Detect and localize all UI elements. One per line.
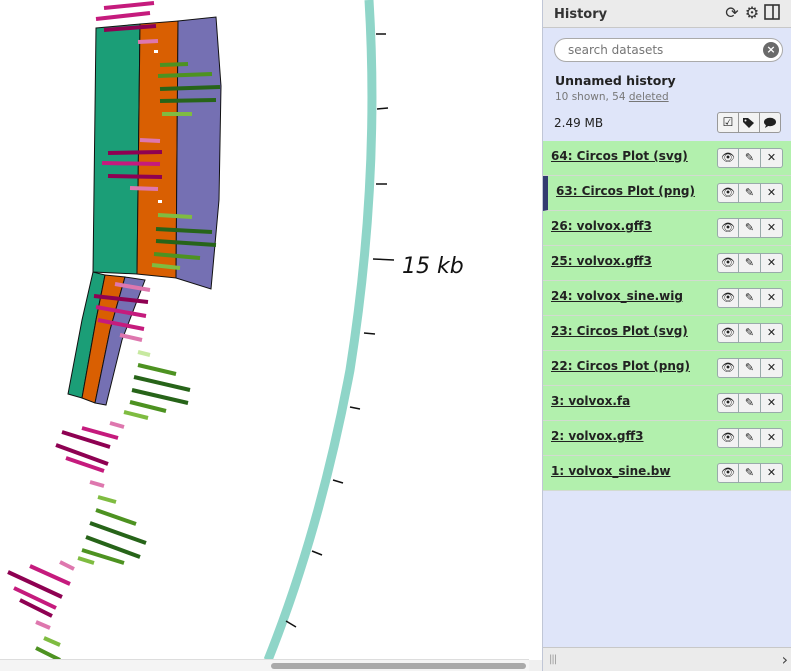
- history-panel-footer: ||| ›: [543, 647, 791, 671]
- drag-handle-icon[interactable]: |||: [549, 654, 557, 665]
- close-icon[interactable]: ✕: [761, 463, 783, 483]
- dataset-item[interactable]: 24: volvox_sine.wig 👁 ✎ ✕: [543, 281, 791, 316]
- dataset-title[interactable]: 24: volvox_sine.wig: [551, 289, 683, 303]
- dataset-title[interactable]: 25: volvox.gff3: [551, 254, 652, 268]
- dataset-item[interactable]: 64: Circos Plot (svg) 👁 ✎ ✕: [543, 141, 791, 176]
- dataset-item[interactable]: 22: Circos Plot (png) 👁 ✎ ✕: [543, 351, 791, 386]
- pencil-icon[interactable]: ✎: [739, 288, 761, 308]
- dataset-item[interactable]: 23: Circos Plot (svg) 👁 ✎ ✕: [543, 316, 791, 351]
- eye-icon[interactable]: 👁: [717, 428, 739, 448]
- deleted-link[interactable]: deleted: [628, 91, 669, 103]
- columns-icon[interactable]: [763, 4, 781, 22]
- horizontal-scrollbar[interactable]: [0, 659, 529, 671]
- track-green: [35, 62, 221, 660]
- shown-count-text: 10 shown, 54: [555, 91, 629, 103]
- eye-icon[interactable]: 👁: [717, 218, 739, 238]
- tick-label: 15 kb: [402, 254, 464, 279]
- dataset-title[interactable]: 1: volvox_sine.bw: [551, 464, 671, 478]
- close-icon[interactable]: ✕: [761, 253, 783, 273]
- dataset-item-current[interactable]: 63: Circos Plot (png) 👁 ✎ ✕: [543, 176, 791, 211]
- search-box: ×: [554, 38, 783, 62]
- eye-icon[interactable]: 👁: [717, 183, 739, 203]
- track-markers: [148, 50, 162, 279]
- close-icon[interactable]: ✕: [761, 148, 783, 168]
- dataset-item[interactable]: 26: volvox.gff3 👁 ✎ ✕: [543, 211, 791, 246]
- dataset-title[interactable]: 22: Circos Plot (png): [551, 359, 690, 373]
- eye-icon[interactable]: 👁: [717, 148, 739, 168]
- history-counts: 10 shown, 54 deleted: [555, 91, 669, 103]
- tick-marks: [285, 33, 395, 628]
- circos-plot: 15 kb: [7, 0, 464, 660]
- pencil-icon[interactable]: ✎: [739, 463, 761, 483]
- comment-icon[interactable]: [759, 112, 781, 133]
- close-icon[interactable]: ✕: [761, 323, 783, 343]
- pencil-icon[interactable]: ✎: [739, 393, 761, 413]
- history-panel-header: History ⟳ ⚙: [543, 0, 791, 28]
- close-icon[interactable]: ✕: [761, 288, 783, 308]
- dataset-item[interactable]: 25: volvox.gff3 👁 ✎ ✕: [543, 246, 791, 281]
- dataset-item[interactable]: 3: volvox.fa 👁 ✎ ✕: [543, 386, 791, 421]
- horizontal-scroll-thumb[interactable]: [271, 663, 526, 669]
- pencil-icon[interactable]: ✎: [739, 358, 761, 378]
- eye-icon[interactable]: 👁: [717, 358, 739, 378]
- dataset-title[interactable]: 63: Circos Plot (png): [556, 184, 695, 198]
- pencil-icon[interactable]: ✎: [739, 428, 761, 448]
- dataset-list: 64: Circos Plot (svg) 👁 ✎ ✕ 63: Circos Plo…: [543, 141, 791, 491]
- eye-icon[interactable]: 👁: [717, 463, 739, 483]
- dataset-title[interactable]: 64: Circos Plot (svg): [551, 149, 688, 163]
- eye-icon[interactable]: 👁: [717, 288, 739, 308]
- refresh-icon[interactable]: ⟳: [725, 3, 739, 22]
- close-icon[interactable]: ✕: [761, 428, 783, 448]
- close-icon[interactable]: ✕: [761, 183, 783, 203]
- pencil-icon[interactable]: ✎: [739, 253, 761, 273]
- eye-icon[interactable]: 👁: [717, 323, 739, 343]
- close-icon[interactable]: ✕: [761, 218, 783, 238]
- track-magenta: [7, 1, 163, 630]
- dataset-title[interactable]: 26: volvox.gff3: [551, 219, 652, 233]
- center-panel: 15 kb: [0, 0, 529, 671]
- close-icon[interactable]: ✕: [761, 358, 783, 378]
- dataset-title[interactable]: 23: Circos Plot (svg): [551, 324, 688, 338]
- search-datasets-input[interactable]: [568, 42, 758, 58]
- checkbox-icon[interactable]: ☑: [717, 112, 739, 133]
- dataset-title[interactable]: 3: volvox.fa: [551, 394, 631, 408]
- eye-icon[interactable]: 👁: [717, 393, 739, 413]
- highlight-block-lower: [67, 271, 146, 406]
- ideogram-band: [263, 0, 377, 660]
- history-size: 2.49 MB: [554, 116, 604, 130]
- dataset-item[interactable]: 2: volvox.gff3 👁 ✎ ✕: [543, 421, 791, 456]
- chevron-right-icon[interactable]: ›: [781, 650, 788, 669]
- close-icon[interactable]: ✕: [761, 393, 783, 413]
- dataset-title[interactable]: 2: volvox.gff3: [551, 429, 644, 443]
- history-name[interactable]: Unnamed history: [555, 73, 676, 88]
- dataset-item[interactable]: 1: volvox_sine.bw 👁 ✎ ✕: [543, 456, 791, 491]
- eye-icon[interactable]: 👁: [717, 253, 739, 273]
- scroll-corner: [529, 660, 542, 671]
- pencil-icon[interactable]: ✎: [739, 323, 761, 343]
- pencil-icon[interactable]: ✎: [739, 218, 761, 238]
- pencil-icon[interactable]: ✎: [739, 148, 761, 168]
- clear-circle-icon[interactable]: ×: [763, 42, 779, 58]
- pencil-icon[interactable]: ✎: [739, 183, 761, 203]
- gear-icon[interactable]: ⚙: [744, 3, 760, 22]
- history-panel-title: History: [554, 7, 608, 22]
- tags-icon[interactable]: [738, 112, 760, 133]
- history-actions: ☑: [717, 112, 781, 133]
- history-panel: History ⟳ ⚙ × Unnamed history 10 shown, …: [542, 0, 791, 671]
